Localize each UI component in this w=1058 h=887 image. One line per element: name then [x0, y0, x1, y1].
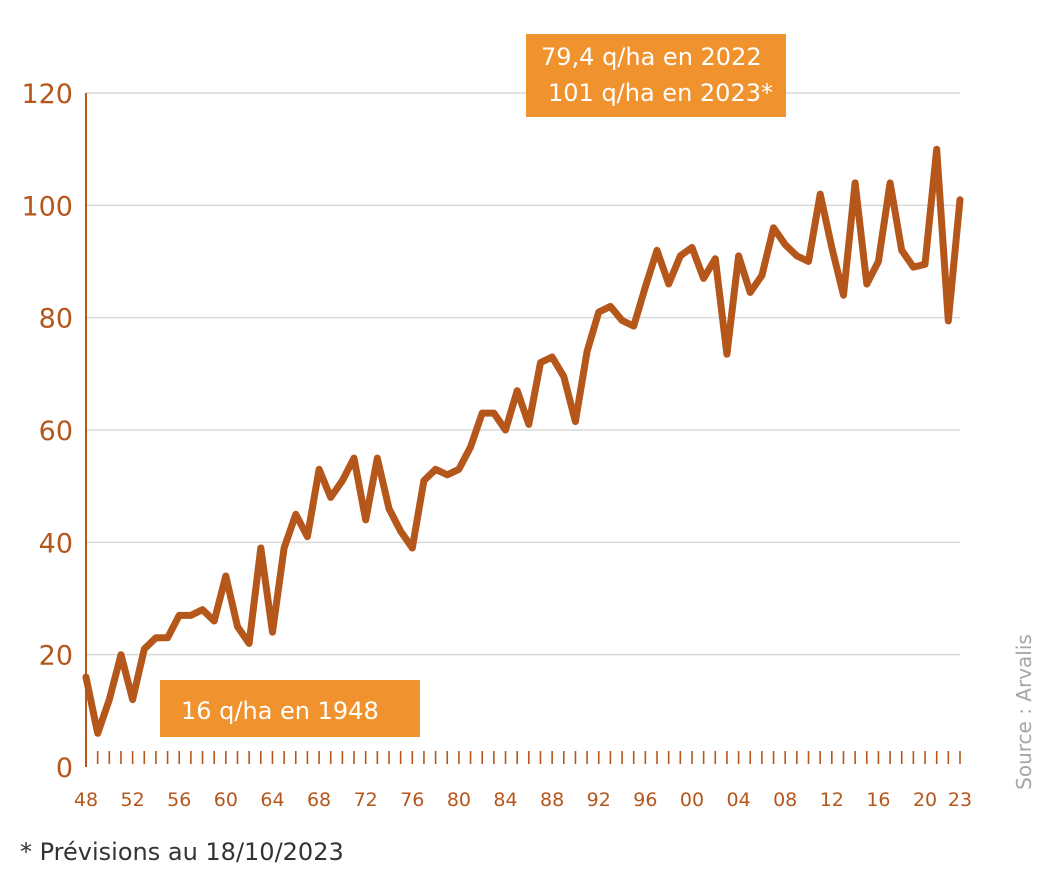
x-tick-label: 92 — [587, 789, 611, 811]
x-tick-label: 84 — [493, 789, 517, 811]
x-tick-label: 12 — [820, 789, 844, 811]
y-tick-label: 60 — [39, 416, 73, 447]
x-tick-label: 76 — [400, 789, 424, 811]
x-tick-label: 08 — [773, 789, 797, 811]
y-tick-label: 100 — [21, 191, 73, 222]
x-tick-label: 88 — [540, 789, 564, 811]
x-tick-label: 23 — [948, 789, 972, 811]
x-tick-label: 68 — [307, 789, 331, 811]
y-tick-label: 120 — [21, 79, 73, 110]
annotation-2022-2023: 79,4 q/ha en 2022 101 q/ha en 2023* — [526, 34, 786, 117]
x-tick-label: 48 — [74, 789, 98, 811]
annotation-2022-label: 79,4 q/ha en 2022 — [541, 43, 762, 71]
y-tick-label: 20 — [39, 641, 73, 672]
forecast-footnote: * Prévisions au 18/10/2023 — [20, 838, 344, 866]
gridlines — [86, 92, 960, 656]
x-tick-label: 96 — [633, 789, 657, 811]
x-tick-label: 56 — [167, 789, 191, 811]
y-tick-label: 80 — [39, 304, 73, 335]
x-tick-label: 16 — [866, 789, 890, 811]
annotation-1948-label: 16 q/ha en 1948 — [181, 697, 379, 725]
x-tick-label: 60 — [214, 789, 238, 811]
x-tick-label: 00 — [680, 789, 704, 811]
annotation-1948: 16 q/ha en 1948 — [160, 680, 420, 737]
x-axis-tick-marks — [85, 751, 961, 764]
yield-series-line — [82, 145, 964, 737]
y-tick-label: 0 — [56, 753, 73, 784]
source-label: Source : Arvalis — [1012, 634, 1036, 790]
y-tick-label: 40 — [39, 528, 73, 559]
annotation-2023-label: 101 q/ha en 2023* — [548, 79, 773, 107]
x-tick-label: 52 — [121, 789, 145, 811]
x-axis-tick-labels: 48 52 56 60 64 68 72 76 80 84 88 92 96 00 04 08 12 16 20 23 — [74, 789, 972, 811]
x-tick-label: 64 — [260, 789, 284, 811]
annotation-1948-box — [160, 680, 420, 737]
annotation-2022-2023-box — [526, 34, 786, 117]
x-tick-label: 04 — [726, 789, 750, 811]
y-axis-tick-labels: 0 20 40 60 80 100 120 — [21, 79, 73, 784]
x-tick-label: 72 — [354, 789, 378, 811]
x-tick-label: 20 — [913, 789, 937, 811]
x-tick-label: 80 — [447, 789, 471, 811]
